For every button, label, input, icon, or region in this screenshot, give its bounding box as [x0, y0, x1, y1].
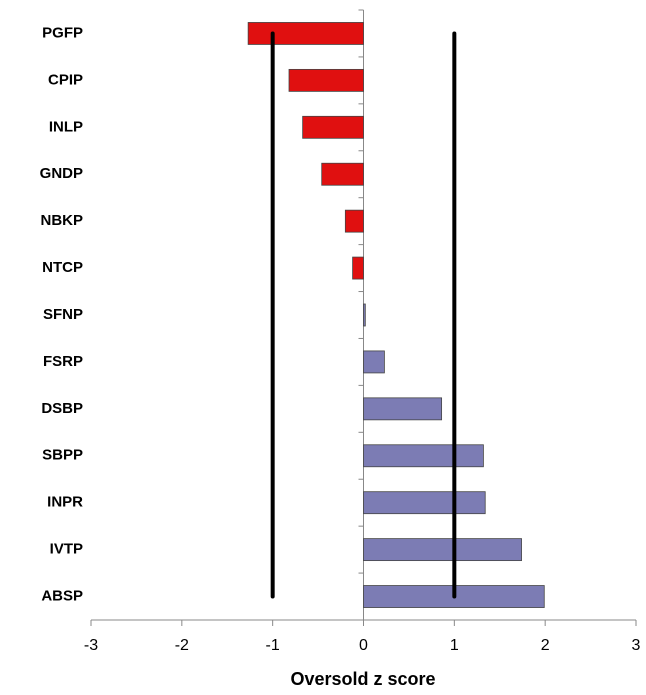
x-tick-label: 1	[450, 637, 459, 654]
y-tick-label: INLP	[49, 118, 83, 135]
x-tick-label: 3	[632, 637, 641, 654]
x-tick-label: -1	[266, 637, 280, 654]
y-tick-label: SFNP	[43, 306, 83, 323]
bar	[363, 491, 486, 515]
bar	[363, 397, 443, 421]
bar	[363, 444, 484, 468]
bar	[363, 538, 522, 562]
y-tick-label: NTCP	[42, 259, 83, 276]
x-tick-label: -3	[84, 637, 98, 654]
x-tick-label: 0	[359, 637, 368, 654]
bar	[363, 350, 385, 374]
bar	[288, 68, 364, 92]
y-tick-label: INPR	[47, 494, 83, 511]
bar	[363, 303, 366, 327]
y-tick-label: PGFP	[42, 24, 83, 41]
y-tick-label: NBKP	[40, 212, 83, 229]
bar	[302, 115, 364, 139]
bar	[321, 162, 364, 186]
y-tick-label: CPIP	[48, 71, 83, 88]
y-tick-label: SBPP	[42, 447, 83, 464]
y-tick-label: DSBP	[41, 400, 83, 417]
y-tick-label: GNDP	[40, 165, 83, 182]
x-axis-title: Oversold z score	[290, 669, 435, 689]
bar	[247, 22, 364, 45]
y-tick-label: IVTP	[50, 541, 83, 558]
y-tick-label: FSRP	[43, 353, 83, 370]
bar	[352, 256, 364, 280]
bar	[344, 209, 364, 233]
x-tick-label: -2	[175, 637, 189, 654]
y-tick-label: ABSP	[41, 588, 83, 605]
x-tick-label: 2	[541, 637, 550, 654]
